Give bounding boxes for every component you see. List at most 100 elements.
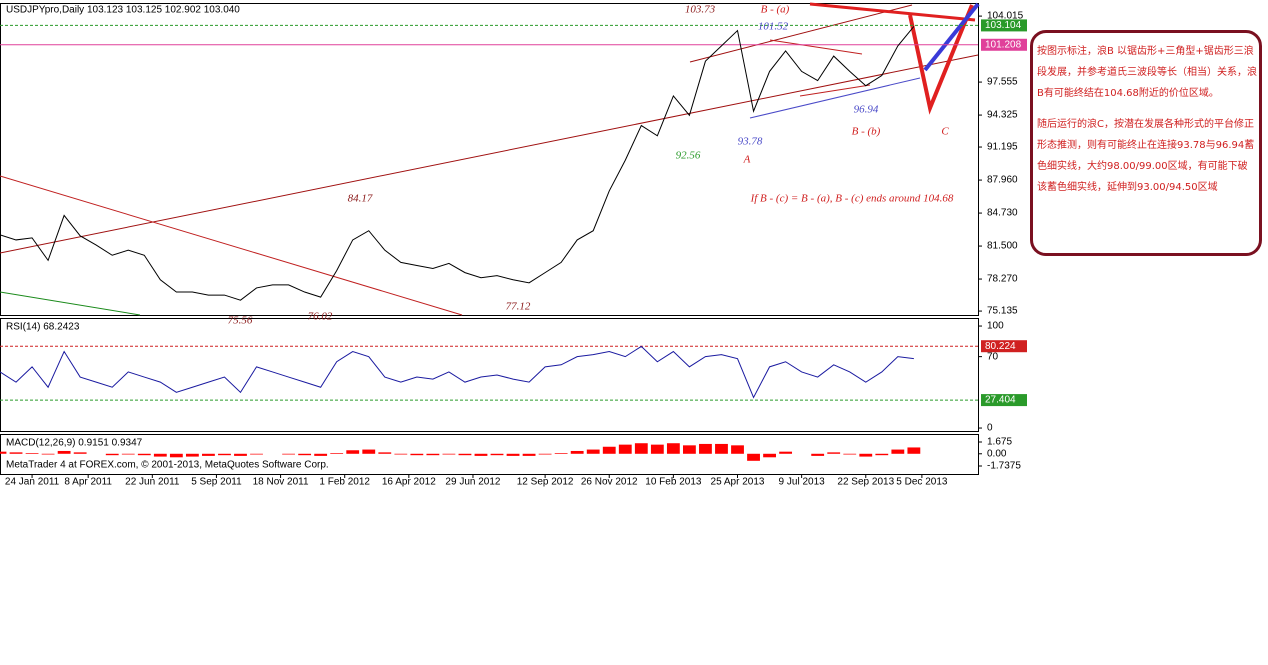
- bar: [907, 447, 921, 454]
- x-tick-label: 8 Apr 2011: [64, 477, 112, 488]
- level-label: 80.224: [985, 341, 1016, 352]
- bar: [378, 452, 392, 454]
- bar: [121, 453, 135, 455]
- bar: [298, 453, 312, 456]
- x-tick-label: 12 Sep 2012: [517, 477, 574, 488]
- wave-label: 75.56: [228, 315, 253, 327]
- x-tick-label: 22 Jun 2011: [125, 477, 180, 488]
- bar: [362, 449, 376, 454]
- bar: [105, 453, 119, 456]
- bar: [330, 453, 344, 454]
- level-box: [981, 394, 1027, 407]
- x-tick-label: 9 Jul 2013: [779, 477, 826, 488]
- bar: [763, 453, 776, 458]
- bar: [715, 443, 728, 454]
- y-tick-label: -1.7375: [987, 461, 1021, 472]
- level-box: [981, 340, 1027, 353]
- bar: [394, 453, 408, 455]
- wave-label: 77.12: [506, 301, 531, 313]
- y-tick-label: 87.960: [987, 175, 1018, 186]
- bar: [827, 452, 841, 454]
- bar: [618, 444, 632, 454]
- y-tick-label: 70: [987, 351, 999, 362]
- x-tick-label: 16 Apr 2012: [382, 477, 436, 488]
- wave-label: C: [941, 126, 949, 138]
- y-tick-label: 78.270: [987, 274, 1018, 285]
- bar: [570, 450, 584, 454]
- x-tick-label: 1 Feb 2012: [319, 477, 370, 488]
- main-panel: [0, 3, 979, 316]
- level-box: [981, 38, 1027, 51]
- series-line: [0, 345, 914, 399]
- x-tick-label: 22 Sep 2013: [837, 477, 894, 488]
- trend-line: [689, 4, 913, 63]
- bar: [699, 443, 712, 454]
- bar: [666, 443, 680, 454]
- level-label: 101.208: [985, 39, 1022, 50]
- bar: [554, 453, 568, 454]
- bar: [843, 453, 857, 455]
- bar: [634, 443, 648, 454]
- y-tick-label: 91.195: [987, 142, 1018, 153]
- rsi-panel: [0, 318, 979, 432]
- bar: [891, 449, 905, 454]
- y-tick-label: 75.135: [987, 306, 1018, 317]
- bar: [153, 453, 167, 457]
- wave-label: B - (a): [761, 4, 790, 16]
- wave-label: 76.02: [308, 311, 333, 323]
- bar: [234, 453, 247, 456]
- wave-label: 84.17: [348, 193, 373, 205]
- bar: [731, 445, 744, 454]
- x-tick-label: 24 Jan 2011: [5, 477, 60, 488]
- bar: [458, 453, 472, 456]
- projection-arrow: [908, 4, 974, 115]
- x-tick-label: 18 Nov 2011: [253, 477, 309, 488]
- wave-label: 92.56: [676, 150, 701, 162]
- bar: [0, 451, 7, 454]
- bar: [586, 449, 600, 454]
- bar: [314, 453, 328, 456]
- bar: [538, 453, 552, 455]
- panel-title: RSI(14) 68.2423: [6, 322, 80, 333]
- y-tick-label: 0: [987, 423, 993, 434]
- bar: [682, 445, 696, 454]
- footer: MetaTrader 4 at FOREX.com, © 2001-2013, …: [6, 460, 329, 471]
- wave-label: 96.94: [854, 104, 879, 116]
- bar: [426, 453, 440, 456]
- bar: [202, 453, 215, 456]
- bar: [811, 453, 825, 456]
- level-label: 103.104: [985, 20, 1022, 31]
- projection-arrow: [923, 2, 980, 72]
- bar: [41, 453, 55, 455]
- wave-label: If B - (c) = B - (a), B - (c) ends aroun…: [750, 193, 954, 205]
- y-tick-label: 0.00: [987, 448, 1007, 459]
- trend-line: [0, 291, 141, 316]
- bar: [875, 453, 889, 456]
- bar: [779, 451, 793, 454]
- bar: [490, 453, 504, 456]
- x-tick-label: 29 Jun 2012: [445, 477, 500, 488]
- wave-label: 93.78: [738, 136, 763, 148]
- macd-panel: [0, 434, 979, 475]
- y-tick-label: 97.555: [987, 77, 1018, 88]
- bar: [747, 453, 760, 461]
- panel-title: MACD(12,26,9) 0.9151 0.9347: [6, 438, 143, 449]
- y-tick-label: 104.015: [987, 11, 1024, 22]
- y-tick-label: 94.325: [987, 110, 1018, 121]
- bar: [57, 450, 71, 454]
- y-tick-label: 81.500: [987, 241, 1018, 252]
- x-tick-label: 25 Apr 2013: [711, 477, 765, 488]
- bar: [442, 453, 456, 455]
- bar: [250, 453, 263, 455]
- bar: [9, 452, 23, 454]
- x-tick-label: 10 Feb 2013: [645, 477, 702, 488]
- bar: [137, 453, 151, 456]
- x-tick-label: 5 Dec 2013: [896, 477, 948, 488]
- level-box: [981, 19, 1027, 32]
- wave-label: B - (b): [852, 126, 881, 138]
- bar: [25, 453, 39, 454]
- bar: [506, 453, 520, 456]
- wave-label: 101.52: [758, 21, 789, 33]
- bar: [73, 452, 87, 454]
